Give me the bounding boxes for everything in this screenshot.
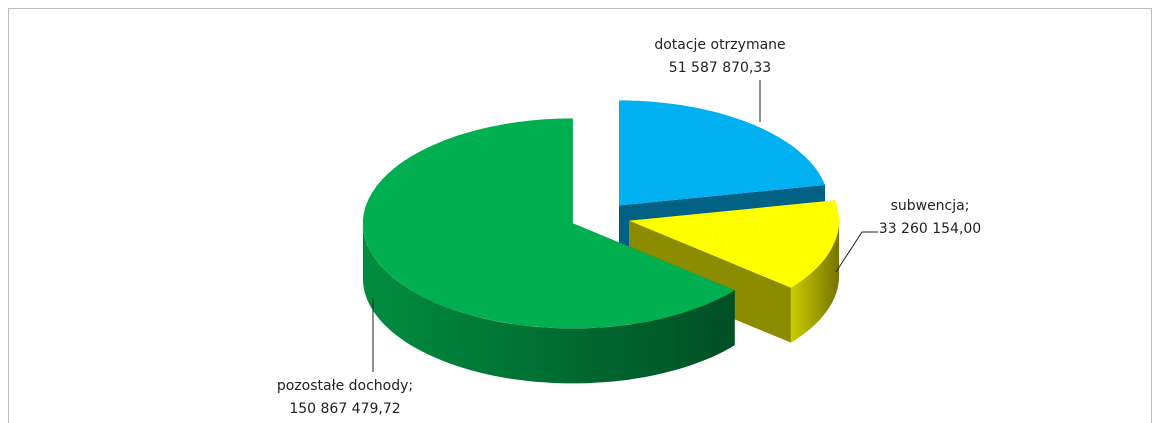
data-label-value: 150 867 479,72 [289, 401, 400, 417]
slice [362, 118, 735, 384]
slice-top [619, 100, 825, 206]
slice-top [362, 118, 735, 329]
data-label-name: subwencja; [891, 198, 970, 214]
slice-side [362, 223, 735, 384]
data-label-value: 51 587 870,33 [669, 60, 771, 76]
slice-top [629, 200, 840, 288]
leader-line [835, 231, 878, 273]
data-label-name: dotacje otrzymane [654, 37, 785, 53]
data-label-value: 33 260 154,00 [879, 221, 981, 237]
slice-side [790, 220, 840, 343]
data-label-name: pozostałe dochody; [277, 378, 413, 394]
